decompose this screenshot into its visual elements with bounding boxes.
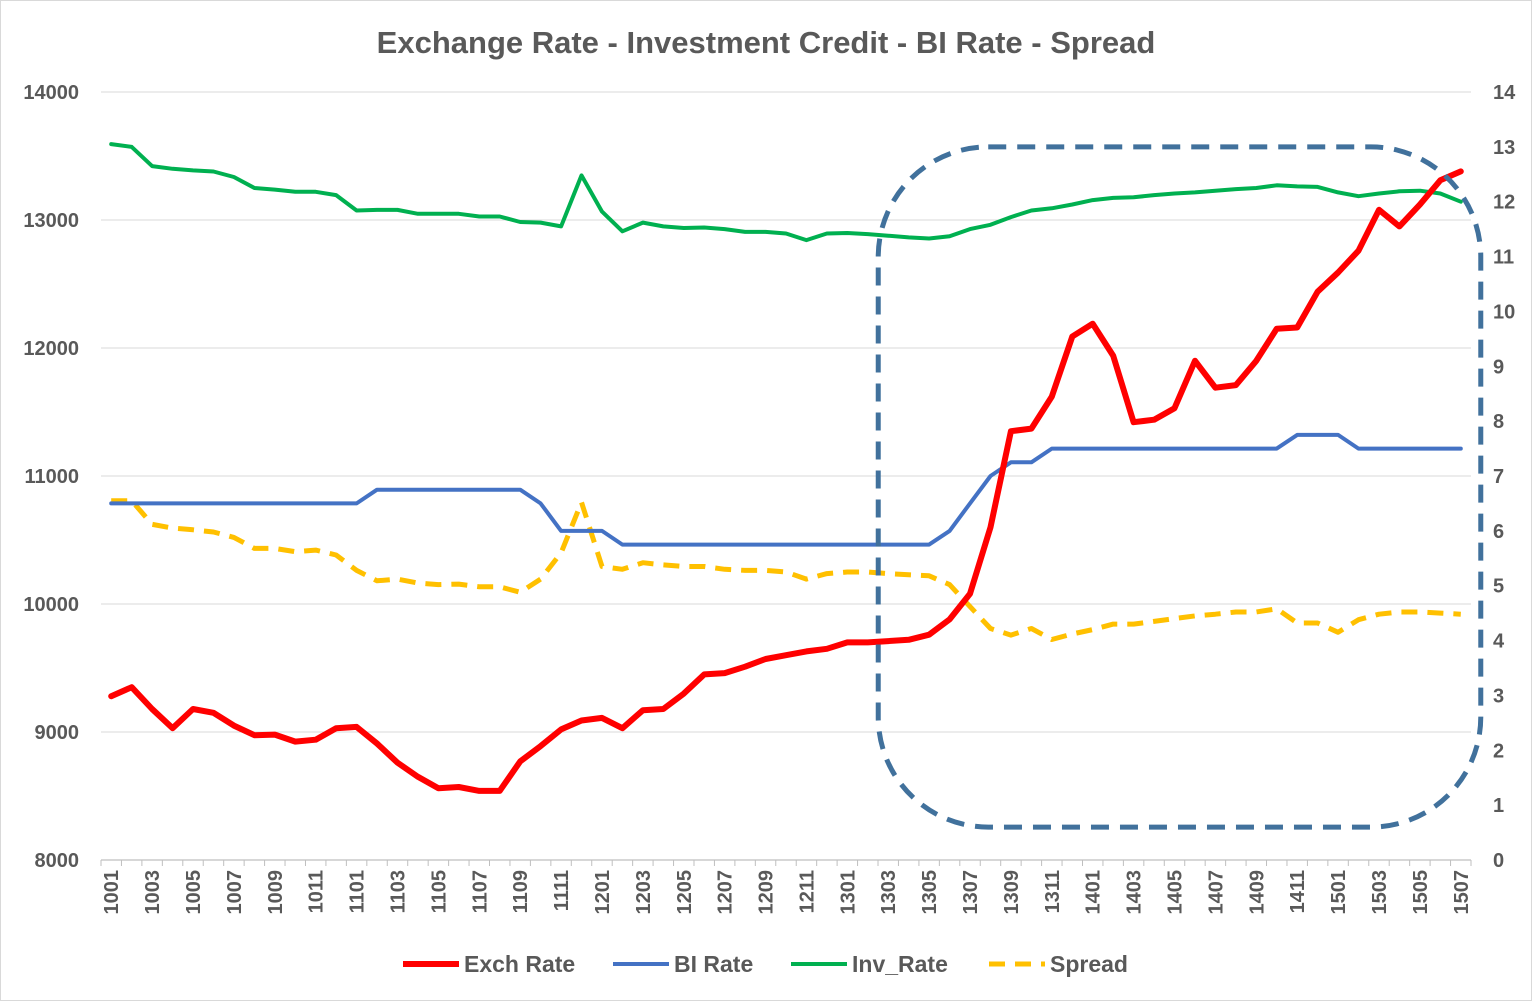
- right-tick-label: 5: [1493, 576, 1504, 598]
- series-line-spread: [111, 498, 1461, 642]
- right-tick-label: 9: [1493, 356, 1504, 378]
- series-lines: [108, 142, 1464, 794]
- x-tick-label: 1209: [756, 870, 778, 915]
- x-tick-label: 1307: [960, 870, 982, 915]
- x-tick-label: 1211: [796, 870, 818, 913]
- x-axis-ticks: 1001 1003 1005 1007 1009 1011 1101 1103 1105 1107…: [100, 860, 1473, 915]
- x-tick-label: 1501: [1328, 870, 1350, 915]
- x-tick-label: 1505: [1410, 870, 1432, 915]
- right-tick-label: 0: [1493, 850, 1504, 872]
- x-tick-label: 1005: [183, 870, 205, 915]
- right-tick-label: 14: [1493, 82, 1516, 104]
- legend-label: Inv_Rate: [852, 951, 948, 977]
- annotations: [875, 144, 1484, 830]
- right-tick-label: 12: [1493, 192, 1515, 214]
- x-tick-label: 1503: [1369, 870, 1391, 915]
- x-tick-label: 1011: [306, 870, 328, 913]
- x-tick-label: 1301: [837, 870, 859, 915]
- legend-label: BI Rate: [674, 951, 753, 977]
- series-line-exch-rate: [108, 168, 1464, 794]
- right-tick-label: 1: [1493, 795, 1504, 817]
- highlight-dashed-box: [875, 144, 1484, 830]
- x-tick-label: 1309: [1001, 870, 1023, 915]
- x-tick-label: 1401: [1083, 870, 1105, 915]
- legend-label: Spread: [1050, 951, 1128, 977]
- series-line-inv-rate: [109, 142, 1463, 243]
- x-tick-label: 1203: [633, 870, 655, 915]
- right-tick-label: 11: [1493, 247, 1514, 269]
- right-tick-label: 7: [1493, 466, 1504, 488]
- x-tick-label: 1111: [551, 870, 573, 911]
- left-tick-label: 8000: [35, 850, 80, 872]
- x-tick-label: 1101: [347, 870, 369, 913]
- right-tick-label: 10: [1493, 301, 1515, 323]
- x-tick-label: 1001: [101, 870, 123, 915]
- x-tick-label: 1103: [387, 870, 409, 913]
- left-tick-label: 10000: [23, 594, 79, 616]
- right-tick-label: 6: [1493, 521, 1504, 543]
- left-tick-label: 14000: [23, 82, 79, 104]
- chart-title: Exchange Rate - Investment Credit - BI R…: [377, 25, 1156, 60]
- right-tick-label: 2: [1493, 740, 1504, 762]
- x-tick-label: 1207: [715, 870, 737, 915]
- x-tick-label: 1507: [1451, 870, 1473, 915]
- x-tick-label: 1105: [428, 870, 450, 913]
- legend: Exch Rate BI Rate Inv_Rate Spread: [403, 951, 1128, 977]
- left-tick-label: 13000: [23, 210, 79, 232]
- x-tick-label: 1201: [592, 870, 614, 915]
- right-tick-label: 13: [1493, 137, 1515, 159]
- left-tick-label: 9000: [35, 722, 80, 744]
- x-tick-label: 1405: [1165, 870, 1187, 915]
- left-axis-ticks: 8000 9000 10000 11000 12000 13000 14000: [23, 82, 79, 872]
- x-tick-label: 1009: [265, 870, 287, 915]
- x-tick-label: 1403: [1124, 870, 1146, 915]
- left-tick-label: 12000: [23, 338, 79, 360]
- gridlines: [101, 91, 1471, 861]
- x-tick-label: 1205: [674, 870, 696, 915]
- right-tick-label: 3: [1493, 685, 1504, 707]
- x-tick-label: 1109: [510, 870, 532, 913]
- right-tick-label: 8: [1493, 411, 1504, 433]
- x-tick-label: 1311: [1042, 870, 1064, 913]
- x-tick-label: 1303: [878, 870, 900, 915]
- x-tick-label: 1107: [469, 870, 491, 913]
- x-tick-label: 1407: [1205, 870, 1227, 915]
- series-line-bi-rate: [109, 432, 1463, 547]
- x-tick-label: 1411: [1287, 870, 1309, 913]
- left-tick-label: 11000: [24, 466, 79, 488]
- x-tick-label: 1409: [1246, 870, 1268, 915]
- right-tick-label: 4: [1493, 631, 1505, 653]
- x-tick-label: 1007: [224, 870, 246, 915]
- x-tick-label: 1305: [919, 870, 941, 915]
- legend-label: Exch Rate: [464, 951, 575, 977]
- x-tick-label: 1003: [142, 870, 164, 915]
